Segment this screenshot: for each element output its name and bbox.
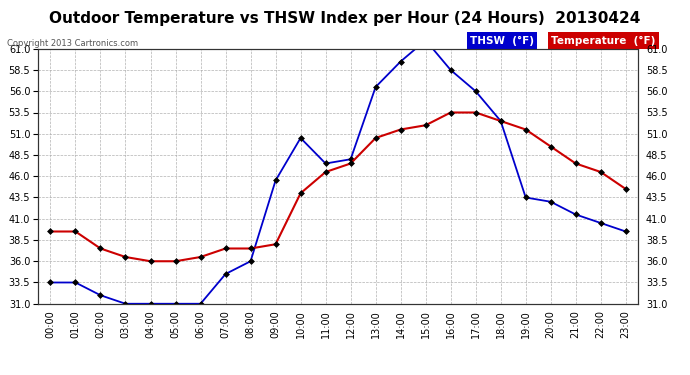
- Text: THSW  (°F): THSW (°F): [470, 36, 534, 46]
- Text: Temperature  (°F): Temperature (°F): [551, 36, 656, 46]
- Text: Outdoor Temperature vs THSW Index per Hour (24 Hours)  20130424: Outdoor Temperature vs THSW Index per Ho…: [49, 11, 641, 26]
- Text: Copyright 2013 Cartronics.com: Copyright 2013 Cartronics.com: [7, 39, 138, 48]
